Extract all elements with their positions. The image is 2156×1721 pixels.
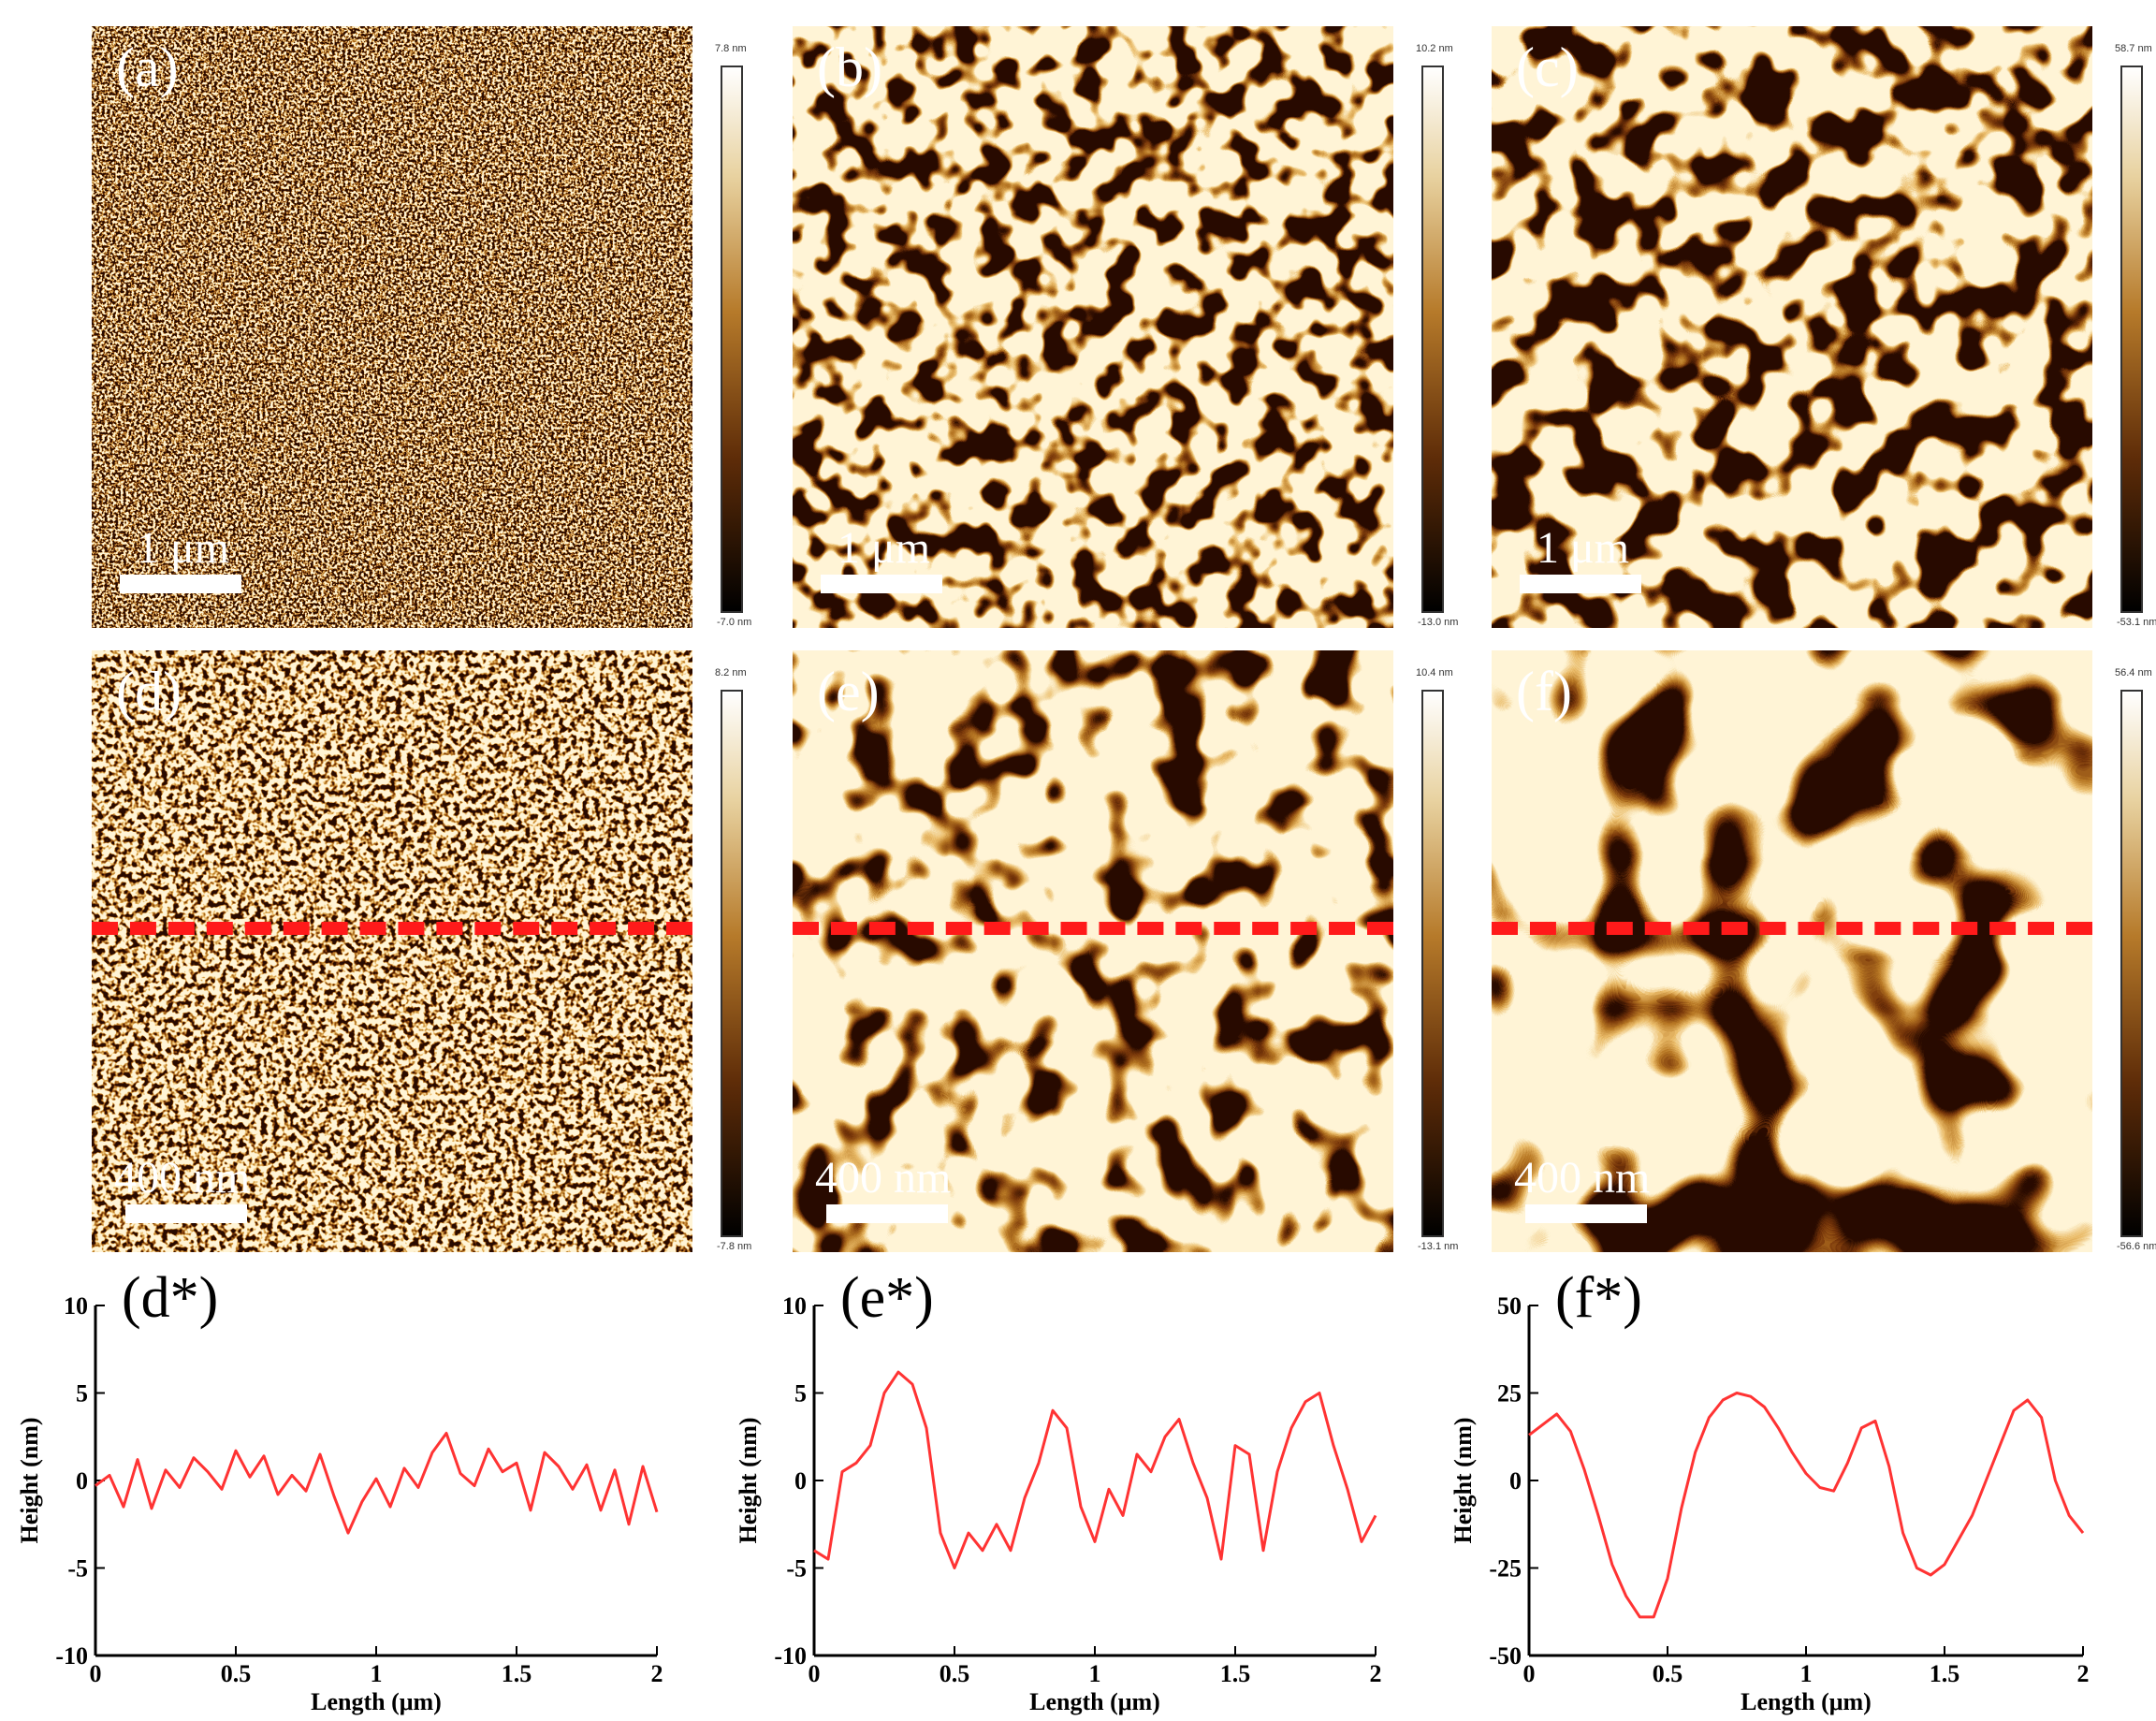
profile-plot-e: 10 5 0 -5 -10 0 0.5 1 1.5 2 Length (μm) Height (nm)… [719,1253,1411,1721]
afm-height-map [1492,26,2092,628]
scale-bar [821,575,942,593]
y-tick-label: 0 [794,1467,807,1495]
y-tick-label: 0 [1509,1467,1522,1495]
x-axis-label: Length (μm) [311,1688,442,1715]
y-tick-label: -50 [1489,1642,1522,1670]
x-axis-label: Length (μm) [1741,1688,1872,1715]
y-axis-label: Height (nm) [16,1417,43,1543]
x-tick-label: 0 [90,1660,102,1687]
y-tick-label: 10 [782,1292,807,1320]
color-scale-max: 7.8 nm [715,43,747,54]
color-scale-min: -13.1 nm [1418,1241,1459,1252]
x-tick-label: 0 [808,1660,821,1687]
afm-height-map [92,26,692,628]
scale-bar [125,1204,247,1223]
y-tick-label: 50 [1497,1292,1522,1320]
x-tick-label: 1 [1089,1660,1101,1687]
color-scale-max: 56.4 nm [2115,667,2152,678]
y-tick-label: -5 [67,1555,88,1582]
x-tick-label: 2 [651,1660,663,1687]
profile-line [92,922,692,935]
profile-line [793,922,1393,935]
x-tick-label: 0.5 [940,1660,970,1687]
x-tick-label: 1 [371,1660,383,1687]
afm-height-map [793,650,1393,1252]
plot-panel-label: (f*) [1555,1266,1642,1330]
scale-bar [1525,1204,1647,1223]
x-tick-label: 1 [1800,1660,1813,1687]
y-tick-label: 5 [794,1380,807,1407]
panel-label: (d) [116,661,182,722]
y-axis-label: Height (nm) [735,1417,762,1543]
x-tick-label: 0 [1523,1660,1536,1687]
x-axis-label: Length (μm) [1029,1688,1160,1715]
y-tick-label: -5 [786,1555,807,1582]
color-scale-min: -7.8 nm [717,1241,752,1252]
profile-line [1492,922,2092,935]
scale-bar [826,1204,948,1223]
profile-plot-f: 50 25 0 -25 -50 0 0.5 1 1.5 2 Length (μm) Height (n… [1417,1253,2109,1721]
height-color-scale [1421,690,1444,1237]
height-color-scale [2120,690,2143,1237]
color-scale-min: -13.0 nm [1418,617,1459,628]
plot-panel-label: (e*) [840,1266,934,1330]
y-tick-label: 5 [76,1380,88,1407]
afm-height-map [1492,650,2092,1252]
scale-bar-label: 400 nm [1514,1153,1651,1203]
profile-plot-d: 10 5 0 -5 -10 0 0.5 1 1.5 2 Length (μm) Height (nm)… [0,1253,692,1721]
panel-label: (a) [116,36,179,98]
panel-label: (f) [1516,661,1572,722]
x-tick-label: 2 [1370,1660,1382,1687]
x-tick-label: 1.5 [1220,1660,1251,1687]
color-scale-max: 8.2 nm [715,667,747,678]
afm-height-map [793,26,1393,628]
panel-label: (b) [817,36,882,98]
scale-bar-label: 1 μm [1537,523,1630,573]
afm-panel-f: (f) 400 nm [1492,650,2092,1252]
color-scale-min: -56.6 nm [2117,1241,2156,1252]
scale-bar [1520,575,1641,593]
color-scale-min: -53.1 nm [2117,617,2156,628]
panel-label: (e) [817,661,880,722]
color-scale-max: 58.7 nm [2115,43,2152,54]
y-tick-label: 0 [76,1467,88,1495]
afm-panel-b: (b) 1 μm [793,26,1393,628]
y-tick-label: -25 [1489,1555,1522,1582]
height-profile-line [1528,1392,2085,1619]
afm-panel-a: (a) 1 μm [92,26,692,628]
x-tick-label: 0.5 [1653,1660,1683,1687]
afm-height-map [92,650,692,1252]
afm-panel-e: (e) 400 nm [793,650,1393,1252]
color-scale-max: 10.4 nm [1416,667,1453,678]
height-color-scale [2120,66,2143,613]
color-scale-min: -7.0 nm [717,617,752,628]
scale-bar-label: 400 nm [114,1153,251,1203]
y-axis-label: Height (nm) [1449,1417,1477,1543]
height-color-scale [721,690,743,1237]
y-tick-label: -10 [774,1642,807,1670]
x-tick-label: 1.5 [1930,1660,1960,1687]
afm-panel-d: (d) 400 nm [92,650,692,1252]
x-tick-label: 2 [2077,1660,2090,1687]
height-profile-line [95,1432,659,1535]
scale-bar-label: 1 μm [838,523,931,573]
y-tick-label: 10 [64,1292,88,1320]
afm-panel-c: (c) 1 μm [1492,26,2092,628]
scale-bar [120,575,241,593]
x-tick-label: 0.5 [221,1660,252,1687]
scale-bar-label: 1 μm [137,523,230,573]
plot-panel-label: (d*) [122,1266,218,1330]
y-tick-label: 25 [1497,1380,1522,1407]
panel-label: (c) [1516,36,1579,98]
height-profile-line [813,1370,1377,1569]
height-color-scale [1421,66,1444,613]
y-tick-label: -10 [55,1642,88,1670]
scale-bar-label: 400 nm [815,1153,952,1203]
height-color-scale [721,66,743,613]
x-tick-label: 1.5 [502,1660,532,1687]
color-scale-max: 10.2 nm [1416,43,1453,54]
